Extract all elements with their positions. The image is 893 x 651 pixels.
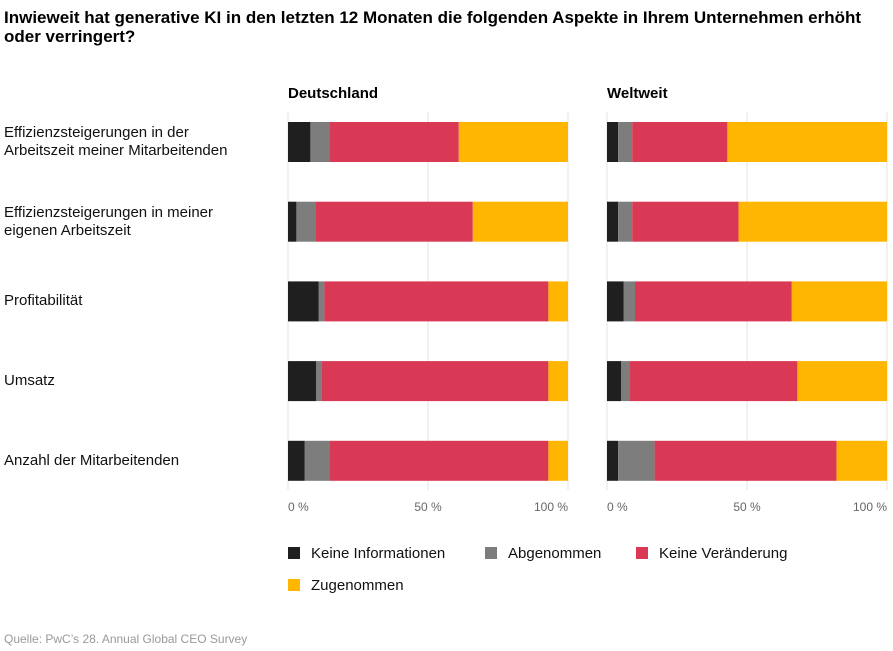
- x-tick-label: 100 %: [853, 500, 887, 514]
- bar-segment: [797, 361, 887, 402]
- bar-segment: [324, 281, 549, 322]
- legend-label: Keine Veränderung: [659, 545, 787, 562]
- panel-title: Weltweit: [607, 85, 668, 102]
- bar-segment: [330, 122, 459, 162]
- bar-segment: [618, 440, 655, 481]
- bar-segment: [791, 281, 887, 322]
- bar-segment: [623, 281, 635, 322]
- bar-segment: [288, 361, 316, 402]
- category-label: Effizienzsteigerungen in meiner eigenen …: [4, 203, 214, 239]
- x-tick-label: 0 %: [607, 500, 628, 514]
- bar-segment: [321, 361, 549, 402]
- bar-segment: [296, 201, 316, 242]
- x-tick-label: 0 %: [288, 500, 309, 514]
- bar-segment: [288, 122, 311, 162]
- category-label: Umsatz: [4, 372, 55, 390]
- bar-segment: [738, 201, 887, 242]
- bar-segment: [288, 440, 305, 481]
- category-label: Profitabilität: [4, 292, 83, 310]
- bar-segment: [632, 201, 739, 242]
- legend-swatch: [288, 547, 300, 559]
- legend-label: Abgenommen: [508, 545, 601, 562]
- bar-segment: [458, 122, 568, 162]
- bar-segment: [654, 440, 837, 481]
- source: Quelle: PwC’s 28. Annual Global CEO Surv…: [4, 632, 248, 646]
- bar-segment: [618, 201, 633, 242]
- x-tick-label: 50 %: [414, 500, 442, 514]
- bar-segment: [288, 201, 297, 242]
- bar-segment: [635, 281, 792, 322]
- bar-segment: [727, 122, 887, 162]
- bar-segment: [836, 440, 887, 481]
- chart-title: Inwieweit hat generative KI in den letzt…: [4, 8, 862, 46]
- bar-segment: [607, 281, 624, 322]
- bar-segment: [607, 201, 619, 242]
- legend-swatch: [636, 547, 648, 559]
- bar-segment: [304, 440, 330, 481]
- bar-segment: [548, 440, 568, 481]
- bar-segment: [548, 281, 568, 322]
- bar-segment: [621, 361, 630, 402]
- bar-segment: [607, 122, 619, 162]
- category-label: Effizienzsteigerungen in der Arbeitszeit…: [4, 124, 228, 159]
- bar-segment: [310, 122, 330, 162]
- bar-segment: [632, 122, 728, 162]
- bar-segment: [548, 361, 568, 402]
- bar-segment: [316, 201, 473, 242]
- bar-segment: [318, 281, 325, 322]
- x-tick-label: 50 %: [733, 500, 761, 514]
- category-label: Anzahl der Mitarbeitenden: [4, 451, 180, 469]
- panel-title: Deutschland: [288, 85, 378, 102]
- legend-label: Zugenommen: [311, 577, 404, 594]
- bar-segment: [472, 201, 568, 242]
- bar-segment: [288, 281, 319, 322]
- bar-segment: [316, 361, 322, 402]
- bar-segment: [618, 122, 633, 162]
- bar-segment: [607, 440, 619, 481]
- legend-swatch: [288, 579, 300, 591]
- bar-segment: [629, 361, 798, 402]
- bar-segment: [330, 440, 549, 481]
- bar-segment: [607, 361, 621, 402]
- legend-swatch: [485, 547, 497, 559]
- legend-label: Keine Informationen: [311, 545, 445, 562]
- x-tick-label: 100 %: [534, 500, 568, 514]
